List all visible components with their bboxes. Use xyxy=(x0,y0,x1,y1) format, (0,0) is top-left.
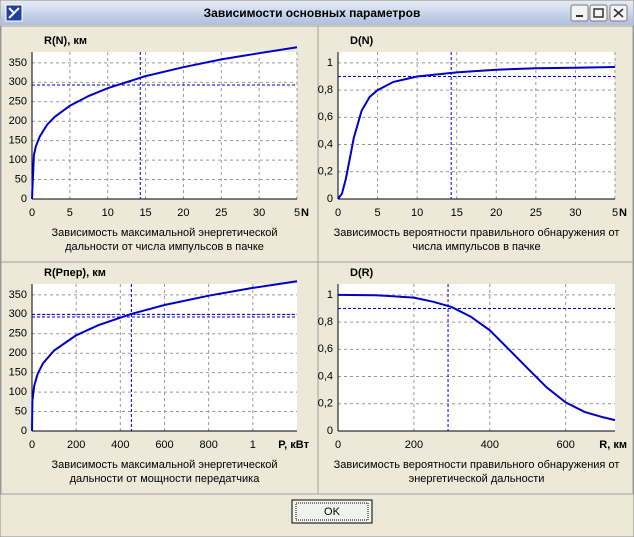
caption: числа импульсов в пачке xyxy=(412,241,540,253)
data-line xyxy=(31,46,298,200)
y-tick-label: 0,6 xyxy=(318,111,333,123)
x-tick-label: 0 xyxy=(335,207,341,219)
y-tick-label: 0,4 xyxy=(318,370,333,382)
x-tick-label: 600 xyxy=(556,439,574,451)
x-tick-label: 20 xyxy=(177,207,189,219)
window-title: Зависимости основных параметров xyxy=(204,6,421,20)
x-axis-label: P, кВт xyxy=(278,439,309,451)
panel xyxy=(317,261,634,495)
chart-title: D(R) xyxy=(350,267,374,279)
maximize-glyph xyxy=(593,8,604,18)
plot-area xyxy=(338,52,615,199)
y-tick-label: 0,4 xyxy=(318,138,333,150)
y-tick-label: 0 xyxy=(327,193,333,205)
caption: дальности от мощности передатчика xyxy=(70,473,261,485)
x-tick-label: 15 xyxy=(451,207,463,219)
x-tick-label: 25 xyxy=(215,207,227,219)
x-tick-label: 800 xyxy=(199,439,217,451)
y-tick-label: 50 xyxy=(15,405,27,417)
y-tick-label: 150 xyxy=(9,367,27,379)
caption: энергетической дальности xyxy=(409,473,545,485)
x-tick-label: 400 xyxy=(481,439,499,451)
y-tick-label: 0 xyxy=(327,425,333,437)
x-tick-label: 30 xyxy=(253,207,265,219)
x-tick-label: 600 xyxy=(155,439,173,451)
x-axis-label: N xyxy=(619,207,627,219)
y-tick-label: 0,2 xyxy=(318,166,333,178)
x-tick-label: 30 xyxy=(569,207,581,219)
chart-title: R(N), км xyxy=(44,35,87,47)
y-tick-label: 0,8 xyxy=(318,84,333,96)
minimize-button[interactable] xyxy=(570,4,589,22)
y-tick-label: 200 xyxy=(9,115,27,127)
x-tick-label: 5 xyxy=(67,207,73,219)
x-axis-label: N xyxy=(301,207,309,219)
caption: Зависимость вероятности правильного обна… xyxy=(334,459,620,471)
ok-button[interactable]: OK xyxy=(291,499,373,524)
x-tick-label: 0 xyxy=(29,207,35,219)
data-line xyxy=(337,66,616,200)
x-tick-label: 25 xyxy=(530,207,542,219)
minimize-glyph xyxy=(576,15,583,17)
y-tick-label: 100 xyxy=(9,386,27,398)
button-face[interactable] xyxy=(291,499,373,524)
y-tick-label: 100 xyxy=(9,154,27,166)
y-tick-label: 350 xyxy=(9,289,27,301)
title-bar xyxy=(1,1,633,25)
caption: Зависимость максимальной энергетической xyxy=(51,227,277,239)
x-tick-label: 5 xyxy=(294,207,300,219)
icon-glyph xyxy=(8,7,20,19)
caption: дальности от числа импульсов в пачке xyxy=(65,241,264,253)
maximize-button[interactable] xyxy=(589,4,608,22)
x-tick-label: 0 xyxy=(335,439,341,451)
y-tick-label: 250 xyxy=(9,96,27,108)
x-tick-label: 1 xyxy=(250,439,256,451)
chart-title: D(N) xyxy=(350,35,374,47)
y-tick-label: 1 xyxy=(327,289,333,301)
y-tick-label: 200 xyxy=(9,347,27,359)
chart-title: R(Pпер), км xyxy=(44,267,106,279)
plot-area xyxy=(338,284,615,431)
plot-area xyxy=(32,52,297,199)
y-tick-label: 300 xyxy=(9,308,27,320)
x-tick-label: 200 xyxy=(67,439,85,451)
window-controls[interactable] xyxy=(570,4,628,22)
x-tick-label: 10 xyxy=(411,207,423,219)
caption: Зависимость вероятности правильного обна… xyxy=(334,227,620,239)
data-line xyxy=(31,280,298,432)
caption: Зависимость максимальной энергетической xyxy=(51,459,277,471)
x-tick-label: 5 xyxy=(612,207,618,219)
y-tick-label: 0,2 xyxy=(318,398,333,410)
y-tick-label: 150 xyxy=(9,135,27,147)
y-tick-label: 350 xyxy=(9,57,27,69)
x-tick-label: 5 xyxy=(375,207,381,219)
y-tick-label: 300 xyxy=(9,76,27,88)
x-tick-label: 400 xyxy=(111,439,129,451)
x-tick-label: 0 xyxy=(29,439,35,451)
y-tick-label: 50 xyxy=(15,173,27,185)
focus-rect xyxy=(295,502,369,521)
y-tick-label: 0,8 xyxy=(318,316,333,328)
y-tick-label: 250 xyxy=(9,328,27,340)
x-tick-label: 20 xyxy=(490,207,502,219)
close-glyph xyxy=(613,8,624,18)
y-tick-label: 0 xyxy=(21,425,27,437)
x-tick-label: 15 xyxy=(139,207,151,219)
button-label[interactable]: OK xyxy=(324,506,341,518)
x-tick-label: 200 xyxy=(405,439,423,451)
y-tick-label: 0 xyxy=(21,193,27,205)
data-line xyxy=(337,293,616,422)
x-axis-label: R, км xyxy=(599,439,627,451)
y-tick-label: 0,6 xyxy=(318,343,333,355)
x-tick-label: 10 xyxy=(102,207,114,219)
y-tick-label: 1 xyxy=(327,57,333,69)
